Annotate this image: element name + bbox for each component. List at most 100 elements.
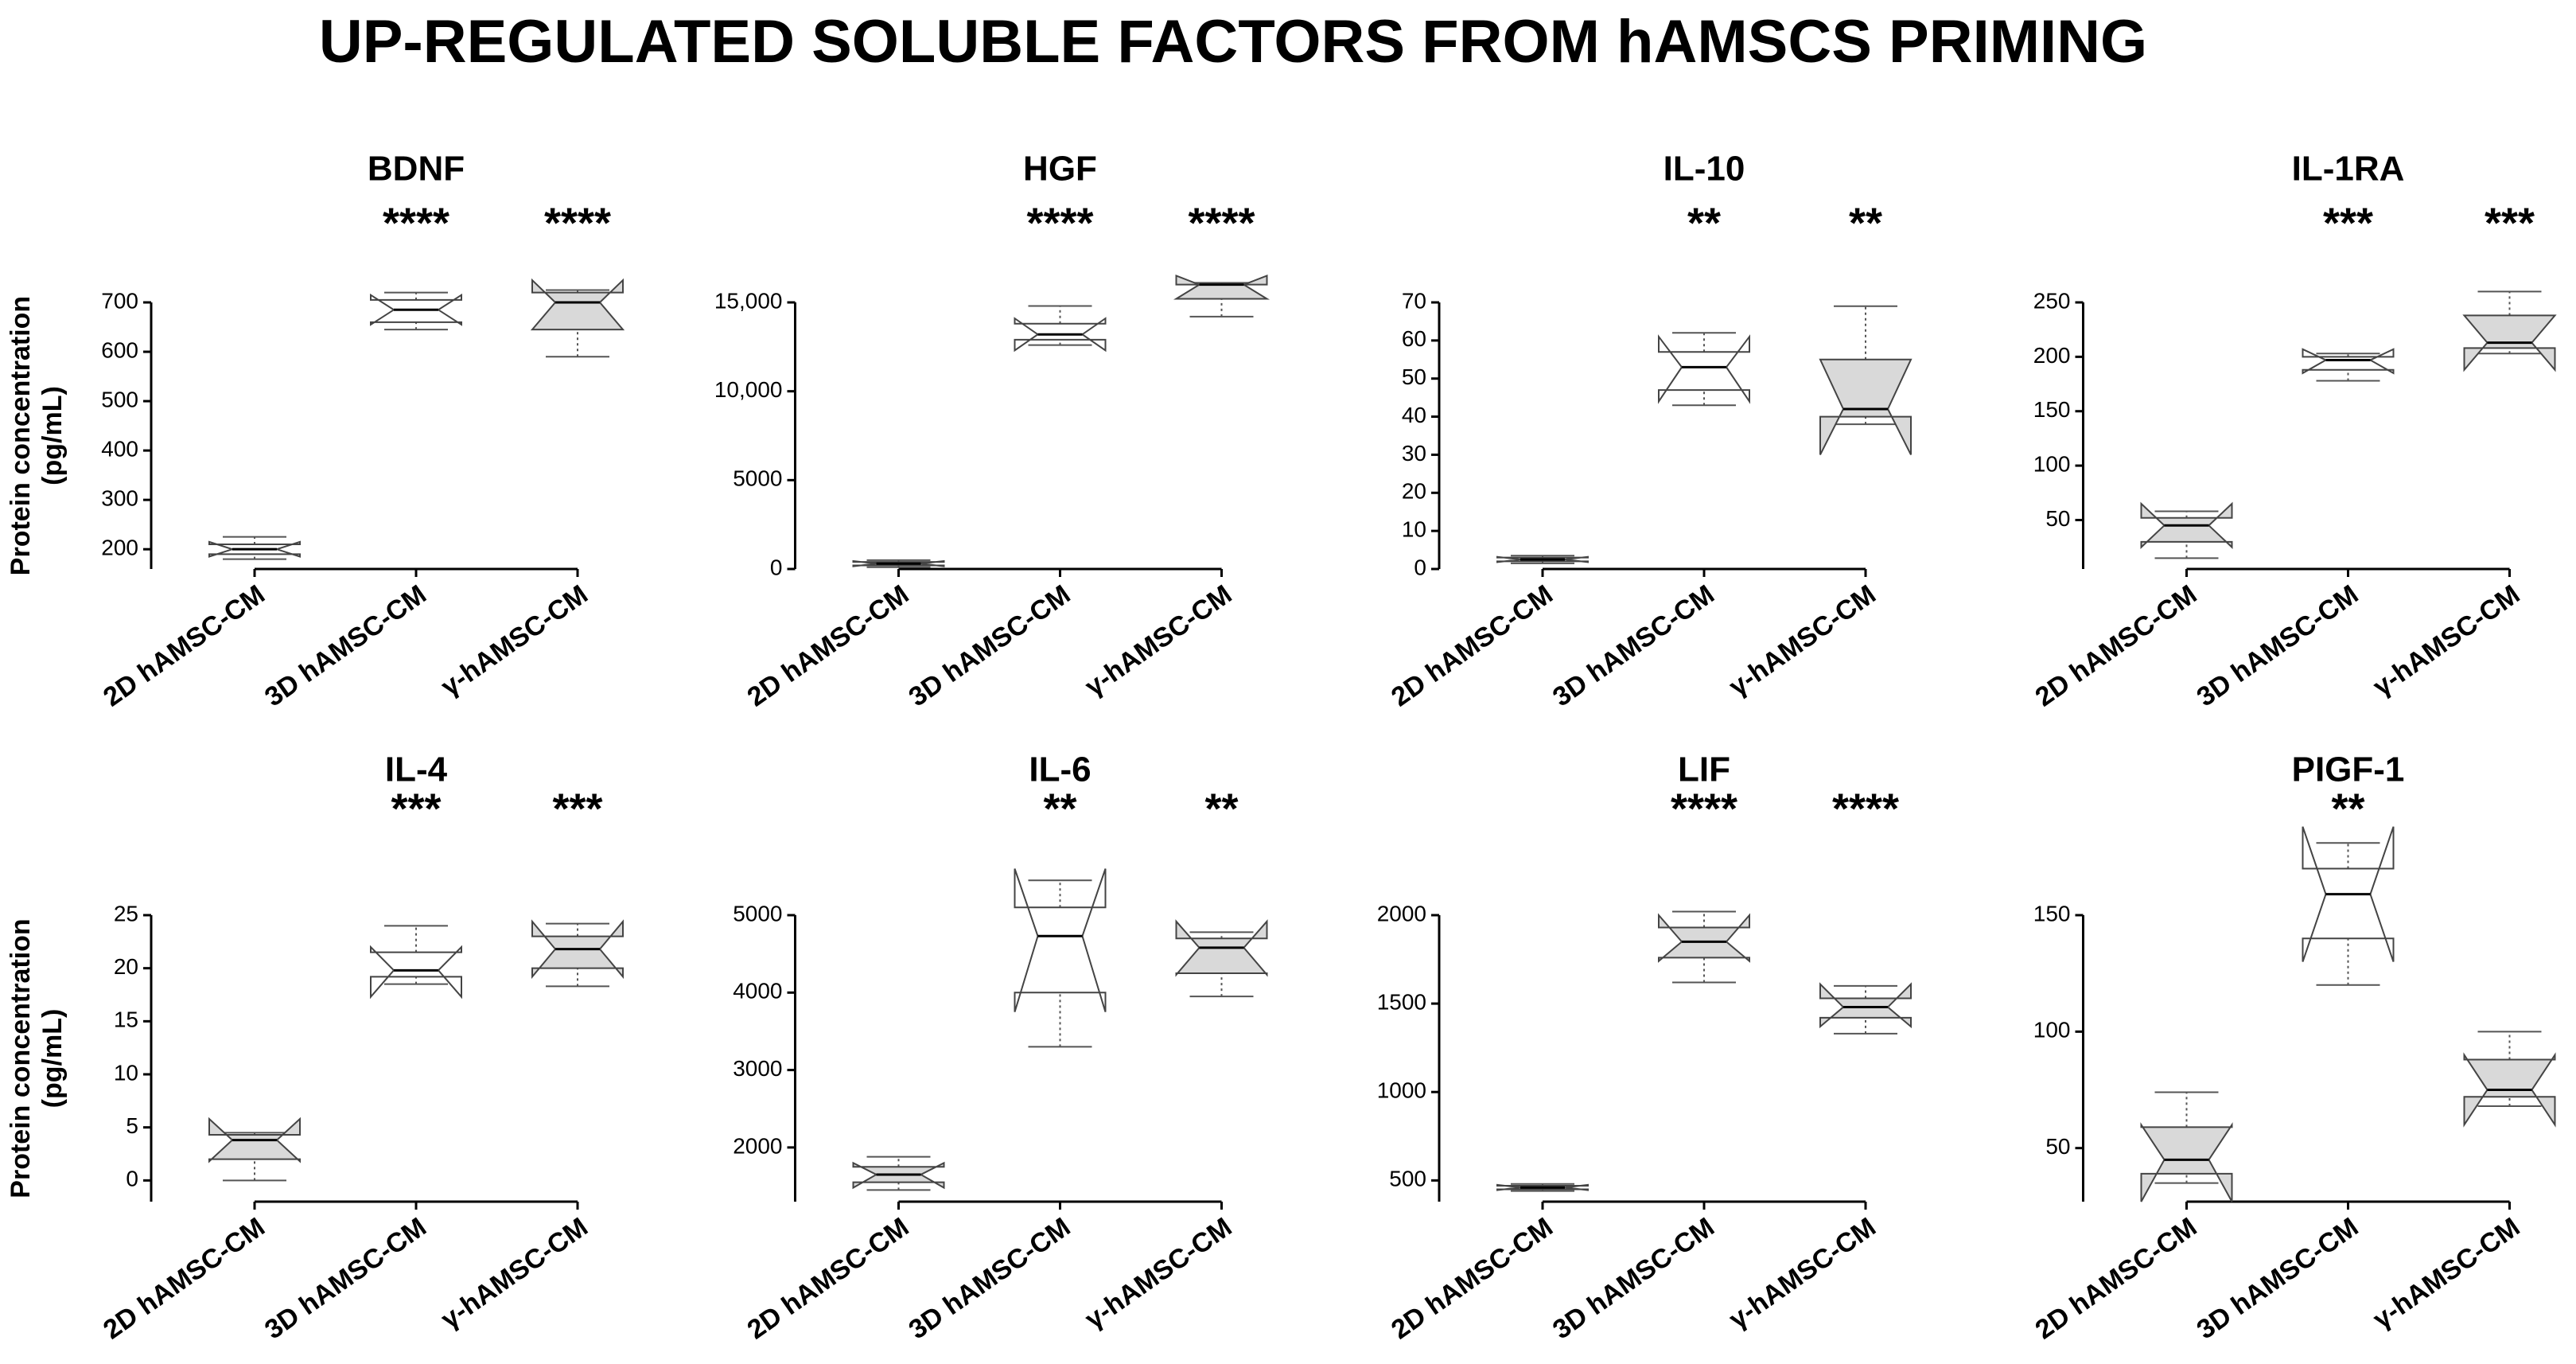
panel-title: BDNF — [368, 150, 465, 189]
box — [1658, 913, 1750, 963]
x-tick-label: 2D hAMSC-CM — [1386, 579, 1558, 713]
x-tick-label: 2D hAMSC-CM — [98, 579, 270, 713]
y-tick-label: 4000 — [733, 979, 782, 1004]
y-tick-label: 10,000 — [714, 377, 783, 402]
significance: *** — [552, 785, 602, 832]
box — [1819, 982, 1912, 1029]
y-tick-label: 10 — [1402, 517, 1426, 542]
y-tick-label: 400 — [101, 437, 138, 462]
panel-title: IL-1RA — [2292, 150, 2405, 189]
x-tick-label: γ-hAMSC-CM — [436, 1212, 593, 1335]
y-tick-label: 20 — [1402, 479, 1426, 504]
y-tick-label: 3000 — [733, 1056, 782, 1081]
y-tick-label: 20 — [114, 954, 138, 979]
significance: ** — [2331, 785, 2364, 832]
significance: **** — [1188, 199, 1255, 247]
box — [2140, 1122, 2233, 1202]
significance: ** — [1849, 199, 1882, 247]
y-tick-label: 100 — [2033, 451, 2071, 476]
panel-title: IL-4 — [385, 750, 448, 789]
y-tick-label: 2000 — [1377, 901, 1426, 926]
panel-title: PIGF-1 — [2292, 750, 2405, 789]
panel: IL-4 Protein concentration (pg/mL) 0 5 10 15 20… — [6, 750, 624, 1346]
box — [1173, 275, 1270, 300]
y-tick-label: 25 — [114, 901, 138, 926]
x-tick-label: 3D hAMSC-CM — [2192, 579, 2364, 713]
y-axis-label: (pg/mL) — [37, 386, 68, 485]
y-tick-label: 150 — [2033, 397, 2071, 422]
box — [1658, 334, 1750, 404]
y-tick-label: 0 — [126, 1167, 138, 1191]
box — [370, 945, 462, 1000]
y-tick-label: 40 — [1402, 403, 1426, 427]
x-tick-label: γ-hAMSC-CM — [1080, 1212, 1237, 1335]
y-tick-label: 250 — [2033, 288, 2071, 313]
y-tick-label: 70 — [1402, 288, 1426, 313]
x-tick-label: 2D hAMSC-CM — [742, 1212, 915, 1346]
box — [1014, 868, 1107, 1012]
x-tick-label: 3D hAMSC-CM — [1547, 579, 1720, 713]
y-tick-label: 300 — [101, 486, 138, 511]
y-tick-label: 30 — [1402, 441, 1426, 466]
significance: ** — [1204, 785, 1238, 832]
y-axis-label: Protein concentration — [6, 296, 36, 575]
y-tick-label: 150 — [2033, 901, 2071, 926]
x-tick-label: 3D hAMSC-CM — [259, 1212, 432, 1346]
y-tick-label: 10 — [114, 1060, 138, 1085]
x-tick-label: 2D hAMSC-CM — [1386, 1212, 1558, 1346]
panel-title: LIF — [1678, 750, 1730, 789]
y-tick-label: 100 — [2033, 1018, 2071, 1042]
y-tick-label: 500 — [101, 387, 138, 411]
y-tick-label: 0 — [770, 555, 783, 579]
y-tick-label: 15,000 — [714, 288, 783, 313]
box — [530, 278, 625, 331]
y-tick-label: 200 — [101, 536, 138, 560]
y-tick-label: 5000 — [733, 901, 782, 926]
figure-title: UP-REGULATED SOLUBLE FACTORS FROM hAMSCS… — [319, 8, 2147, 76]
box — [1819, 358, 1913, 455]
y-tick-label: 600 — [101, 337, 138, 362]
x-tick-label: 2D hAMSC-CM — [742, 579, 915, 713]
x-tick-label: γ-hAMSC-CM — [1724, 579, 1881, 703]
panel-title: HGF — [1023, 150, 1097, 189]
y-tick-label: 50 — [2045, 1134, 2070, 1159]
x-tick-label: γ-hAMSC-CM — [1724, 1212, 1881, 1335]
x-tick-label: 3D hAMSC-CM — [259, 579, 432, 713]
y-tick-label: 200 — [2033, 343, 2071, 368]
significance: ** — [1687, 199, 1721, 247]
x-tick-label: γ-hAMSC-CM — [436, 579, 593, 703]
y-tick-label: 1000 — [1377, 1078, 1426, 1103]
significance: **** — [383, 199, 449, 247]
x-tick-label: 3D hAMSC-CM — [904, 1212, 1076, 1346]
x-tick-label: γ-hAMSC-CM — [2368, 1212, 2525, 1335]
y-tick-label: 500 — [1389, 1167, 1426, 1191]
panel-title: IL-6 — [1029, 750, 1091, 789]
significance: **** — [1026, 199, 1093, 247]
y-tick-label: 60 — [1402, 326, 1426, 351]
y-tick-label: 700 — [101, 288, 138, 313]
significance: *** — [2323, 199, 2373, 247]
panel-title: IL-10 — [1664, 150, 1745, 189]
panel: BDNF Protein concentration (pg/mL) 200 300 40… — [6, 150, 625, 713]
x-tick-label: 2D hAMSC-CM — [2030, 1212, 2203, 1346]
significance: ** — [1043, 785, 1076, 832]
y-axis-label: (pg/mL) — [37, 1009, 68, 1109]
significance: **** — [1832, 785, 1899, 832]
y-axis-label: Protein concentration — [6, 918, 36, 1198]
x-tick-label: 2D hAMSC-CM — [2030, 579, 2203, 713]
significance: *** — [2485, 199, 2535, 247]
x-tick-label: γ-hAMSC-CM — [1080, 579, 1237, 703]
y-tick-label: 5 — [126, 1113, 138, 1138]
y-tick-label: 0 — [1414, 555, 1426, 579]
x-tick-label: 2D hAMSC-CM — [98, 1212, 270, 1346]
y-tick-label: 50 — [1402, 364, 1426, 389]
x-tick-label: 3D hAMSC-CM — [1547, 1212, 1720, 1346]
